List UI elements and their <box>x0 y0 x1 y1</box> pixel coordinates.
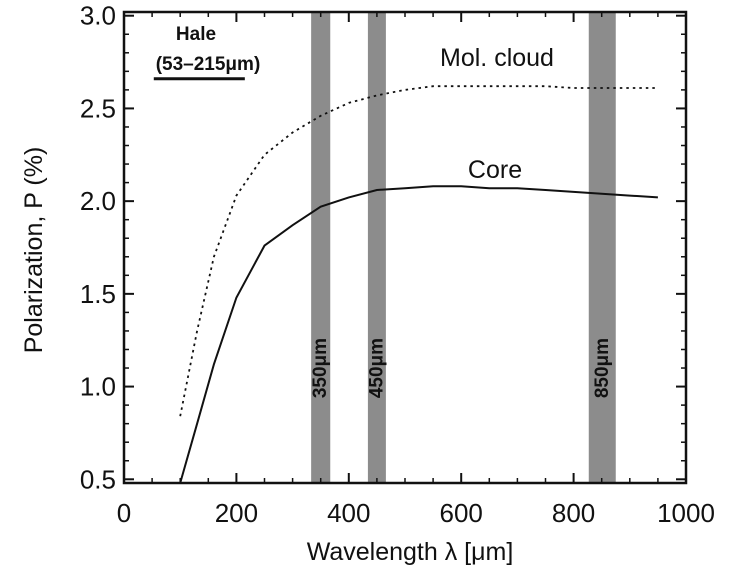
y-axis-title: Polarization, P (%) <box>20 147 48 354</box>
band-1 <box>367 12 386 483</box>
y-tick-label-0: 0.5 <box>80 464 116 494</box>
band-label-1: 450μm <box>366 338 387 398</box>
y-tick-label-5: 3.0 <box>80 1 116 31</box>
series-line-1 <box>179 85 658 417</box>
series-line-0 <box>179 185 658 484</box>
x-tick-label-0: 0 <box>117 498 131 528</box>
y-tick-label-2: 1.5 <box>80 279 116 309</box>
series-label-core: Core <box>468 156 522 184</box>
hale-label-line2: (53–215μm) <box>156 54 261 75</box>
band-label-0: 350μm <box>310 338 331 398</box>
annotations: Hale (53–215μm) Mol. cloud Core <box>153 24 554 184</box>
band-label-2: 850μm <box>592 338 613 398</box>
series-lines <box>179 85 658 484</box>
hale-label-line1: Hale <box>176 24 216 45</box>
axis-ticks: 0 200 400 600 800 1000 0.5 1.0 1.5 2.0 2.5 3.0 <box>80 1 715 528</box>
x-tick-label-2: 400 <box>327 498 370 528</box>
y-tick-label-3: 2.0 <box>80 186 116 216</box>
y-tick-label-1: 1.0 <box>80 372 116 402</box>
wavelength-bands: 350μm 450μm 850μm <box>310 12 616 483</box>
x-tick-label-1: 200 <box>215 498 258 528</box>
series-label-mol-cloud: Mol. cloud <box>440 44 554 72</box>
band-2 <box>588 12 616 483</box>
y-tick-label-4: 2.5 <box>80 93 116 123</box>
band-0 <box>311 12 331 483</box>
x-axis-title: Wavelength λ [μm] <box>307 538 514 566</box>
x-tick-label-4: 800 <box>552 498 595 528</box>
x-tick-label-5: 1000 <box>657 498 715 528</box>
x-tick-label-3: 600 <box>440 498 483 528</box>
